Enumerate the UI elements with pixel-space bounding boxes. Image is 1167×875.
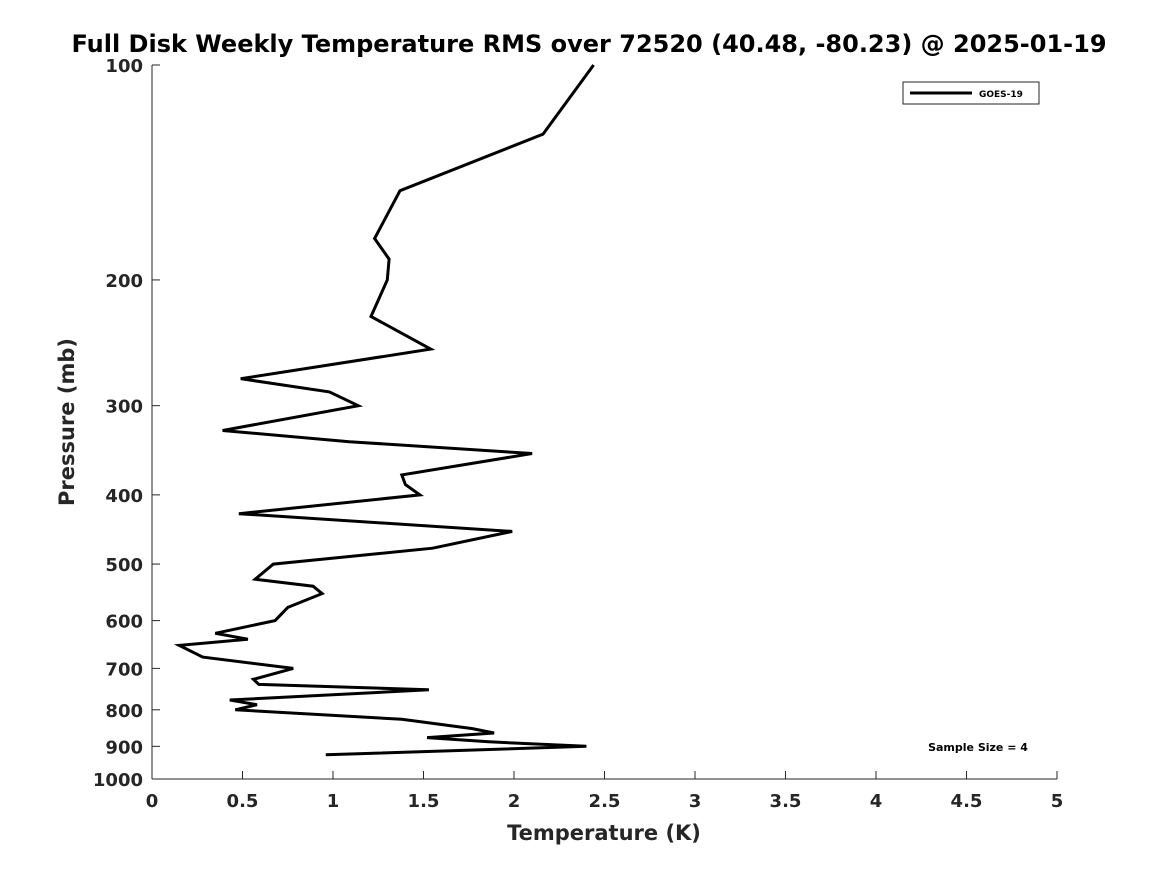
y-tick-label: 100	[105, 56, 143, 77]
x-tick-label: 3.5	[770, 791, 802, 812]
sample-size-annotation: Sample Size = 4	[928, 741, 1028, 754]
y-ticks: 100 200 300 400 500 600 700 800 900 1000	[93, 56, 160, 791]
y-tick-label: 600	[105, 612, 143, 633]
x-axis-label: Temperature (K)	[507, 821, 701, 845]
x-tick-label: 0	[146, 791, 159, 812]
x-tick-label: 2.5	[589, 791, 621, 812]
x-tick-label: 1.5	[408, 791, 440, 812]
x-ticks: 0 0.5 1 1.5 2 2.5 3 3.5 4 4.5 5	[146, 771, 1064, 812]
y-tick-label: 300	[105, 397, 143, 418]
y-tick-label: 400	[105, 486, 143, 507]
series-group	[173, 64, 595, 757]
x-tick-label: 3	[689, 791, 702, 812]
y-tick-label: 800	[105, 701, 143, 722]
axes	[151, 65, 1057, 780]
x-tick-label: 4.5	[951, 791, 983, 812]
x-tick-label: 0.5	[227, 791, 259, 812]
chart-title: Full Disk Weekly Temperature RMS over 72…	[71, 30, 1106, 58]
y-tick-label: 700	[105, 659, 143, 680]
x-tick-label: 1	[327, 791, 340, 812]
x-tick-label: 5	[1051, 791, 1064, 812]
y-tick-label: 200	[105, 271, 143, 292]
y-tick-label: 500	[105, 555, 143, 576]
legend-label-goes-19: GOES-19	[979, 90, 1023, 100]
legend: GOES-19	[902, 81, 1040, 105]
y-tick-label: 900	[105, 737, 143, 758]
y-axis-label: Pressure (mb)	[55, 338, 79, 506]
series-line-goes-19	[173, 64, 595, 757]
y-tick-label: 1000	[93, 770, 143, 791]
x-tick-label: 2	[508, 791, 521, 812]
x-tick-label: 4	[870, 791, 883, 812]
